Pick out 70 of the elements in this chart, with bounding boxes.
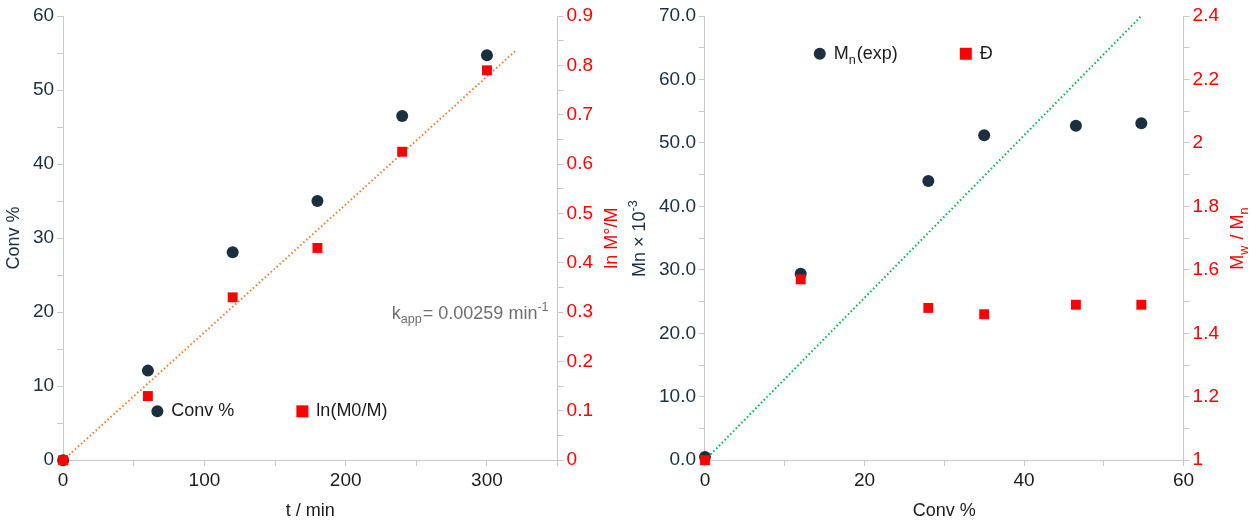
point xyxy=(923,302,934,313)
y-tick-label: 60 xyxy=(32,4,55,26)
y2-tick-label: 0.9 xyxy=(566,4,594,26)
y2-tick-label: 0.3 xyxy=(566,300,594,322)
y-tick-label: 10 xyxy=(32,374,55,396)
legend-label: ln(M0/M) xyxy=(316,400,388,421)
y2-tick-label: 0 xyxy=(566,448,578,470)
point xyxy=(700,455,710,466)
x-axis-title: t / min xyxy=(285,499,335,520)
point xyxy=(482,65,492,76)
y-tick-label: 40 xyxy=(32,152,55,174)
point xyxy=(978,129,991,142)
y2-tick-label: 0.4 xyxy=(566,251,594,273)
y2-tick-label: 1.4 xyxy=(1192,321,1220,343)
point xyxy=(311,195,324,208)
y-tick-label: 60.0 xyxy=(659,67,696,89)
point xyxy=(312,243,323,253)
point xyxy=(141,364,154,377)
y2-axis-title: ln M°/M xyxy=(600,207,621,269)
point xyxy=(1070,299,1081,310)
y-tick-label: 20.0 xyxy=(659,321,696,343)
y2-tick-label: 2.2 xyxy=(1192,67,1220,89)
y2-tick-label: 1.8 xyxy=(1192,194,1220,216)
y-tick-label: 30 xyxy=(32,226,55,248)
point xyxy=(226,246,239,259)
y-tick-label: 50 xyxy=(32,78,55,100)
x-tick-label: 0 xyxy=(699,468,711,490)
y-tick-label: 10.0 xyxy=(659,384,696,406)
x-tick-label: 60 xyxy=(1173,468,1195,490)
point xyxy=(397,146,408,157)
point xyxy=(795,274,806,285)
x-tick-label: 300 xyxy=(471,468,503,490)
x-tick-label: 40 xyxy=(1013,468,1035,490)
y-axis-title: Conv % xyxy=(2,206,23,270)
y2-tick-label: 2.4 xyxy=(1192,4,1220,26)
x-tick-label: 100 xyxy=(188,468,221,490)
y2-tick-label: 2 xyxy=(1192,131,1204,153)
y2-tick-label: 0.5 xyxy=(566,201,594,223)
y-tick-label: 0.0 xyxy=(669,448,696,470)
y2-tick-label: 1.6 xyxy=(1192,258,1220,280)
x-tick-label: 20 xyxy=(853,468,876,490)
y-tick-label: 40.0 xyxy=(659,194,696,216)
y-tick-label: 0 xyxy=(43,448,55,470)
y-tick-label: 70.0 xyxy=(659,4,696,26)
y2-tick-label: 0.1 xyxy=(566,399,594,421)
y2-tick-label: 0.6 xyxy=(566,152,594,174)
point xyxy=(1136,299,1147,310)
point xyxy=(979,309,990,320)
point xyxy=(480,49,493,62)
y-tick-label: 20 xyxy=(32,300,55,322)
point xyxy=(227,292,238,303)
point xyxy=(142,391,153,401)
y2-tick-label: 0.7 xyxy=(566,102,594,124)
point xyxy=(922,174,935,187)
y-axis-title: Mn × 10-3 xyxy=(626,200,649,277)
y2-tick-label: 0.8 xyxy=(566,53,594,75)
point xyxy=(396,109,409,122)
point xyxy=(1069,119,1082,132)
x-tick-label: 200 xyxy=(329,468,362,490)
y2-tick-label: 1 xyxy=(1192,448,1204,470)
y2-tick-label: 0.2 xyxy=(566,349,594,371)
y-tick-label: 30.0 xyxy=(659,258,696,280)
point xyxy=(1135,117,1148,130)
y2-tick-label: 1.2 xyxy=(1192,384,1220,406)
x-axis-title: Conv % xyxy=(912,499,976,520)
y2-axis-title: Mw / Mn xyxy=(1226,207,1251,270)
legend-label: Conv % xyxy=(171,400,235,421)
x-tick-label: 0 xyxy=(57,468,69,490)
legend-label: Đ xyxy=(979,42,993,63)
y-tick-label: 50.0 xyxy=(659,131,696,153)
